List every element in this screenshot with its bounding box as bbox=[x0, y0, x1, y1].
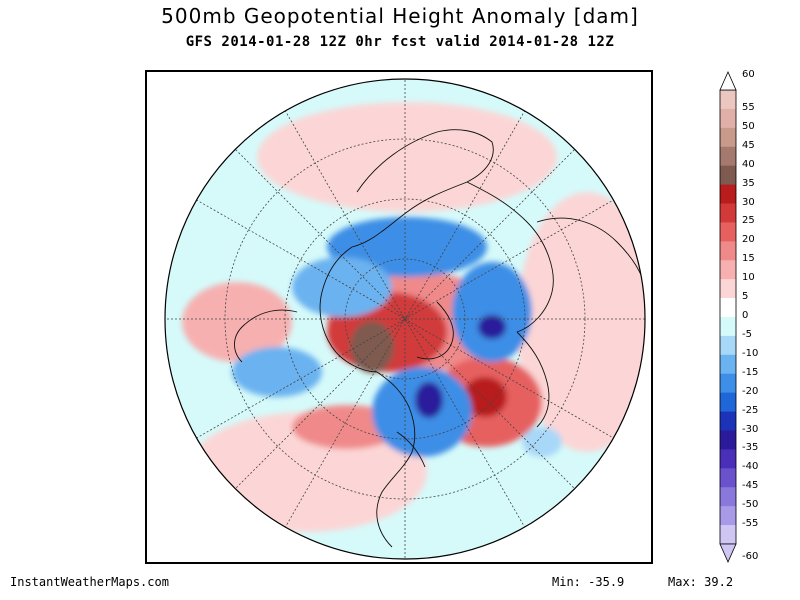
colorbar-swatch bbox=[720, 487, 736, 507]
colorbar-tick-label: -60 bbox=[742, 551, 759, 562]
min-value: -35.9 bbox=[588, 575, 625, 589]
colorbar-swatch bbox=[720, 317, 736, 337]
colorbar-tick-label: 50 bbox=[742, 120, 755, 132]
colorbar-tick-label: 60 bbox=[742, 69, 755, 80]
min-label: Min: bbox=[552, 575, 581, 589]
colorbar-tick-label: 10 bbox=[742, 272, 755, 284]
colorbar-tick-label: 35 bbox=[742, 177, 755, 189]
colorbar-swatch bbox=[720, 430, 736, 450]
colorbar-tick-label: -40 bbox=[742, 461, 759, 473]
max-readout: Max: 39.2 bbox=[668, 575, 733, 589]
colorbar-swatch bbox=[720, 222, 736, 242]
colorbar-swatch bbox=[720, 241, 736, 261]
anomaly-negative-northeast-core bbox=[478, 315, 506, 339]
colorbar-tick-label: 40 bbox=[742, 158, 755, 170]
colorbar-swatch bbox=[720, 298, 736, 318]
min-readout: Min: -35.9 bbox=[552, 575, 624, 589]
colorbar-swatch bbox=[720, 392, 736, 413]
colorbar-swatch bbox=[720, 468, 736, 488]
colorbar-top-arrow bbox=[719, 71, 737, 91]
colorbar-tick-label: -15 bbox=[742, 366, 759, 378]
colorbar-swatch bbox=[720, 335, 736, 356]
colorbar-tick-label: 15 bbox=[742, 253, 755, 265]
colorbar-swatch bbox=[720, 165, 736, 186]
colorbar-tick-label: 20 bbox=[742, 234, 755, 246]
anomaly-negative-northeast bbox=[452, 262, 532, 362]
anomaly-positive-max bbox=[350, 321, 394, 373]
chart-title: 500mb Geopotential Height Anomaly [dam] bbox=[161, 4, 639, 28]
colorbar-tick-label: 45 bbox=[742, 139, 755, 151]
colorbar-swatches bbox=[719, 89, 737, 545]
anomaly-negative-min bbox=[415, 382, 443, 418]
anomaly-positive-atlantic-core bbox=[463, 377, 507, 417]
colorbar-tick-label: -30 bbox=[742, 423, 759, 435]
anomaly-negative-northwest bbox=[292, 257, 392, 317]
anomaly-positive-north bbox=[257, 102, 557, 212]
colorbar-swatch bbox=[720, 203, 736, 223]
colorbar-tick-label: -10 bbox=[742, 347, 759, 359]
colorbar-swatch bbox=[720, 108, 736, 129]
colorbar-tick-label: 55 bbox=[742, 101, 755, 113]
colorbar-tick-label: 30 bbox=[742, 196, 755, 208]
colorbar-tick-label: -45 bbox=[742, 480, 759, 492]
colorbar-tick-label: -5 bbox=[742, 328, 752, 340]
colorbar-swatch bbox=[720, 90, 736, 110]
anomaly-negative-southeast bbox=[522, 427, 562, 457]
colorbar-bottom-arrow bbox=[719, 543, 737, 563]
colorbar-swatch bbox=[720, 525, 736, 545]
colorbar-tick-label: -50 bbox=[742, 499, 759, 511]
site-credit: InstantWeatherMaps.com bbox=[10, 575, 169, 589]
anomaly-positive-west bbox=[182, 282, 292, 362]
polar-map bbox=[164, 78, 646, 560]
colorbar-tick-label: -55 bbox=[742, 518, 759, 530]
colorbar-swatch bbox=[720, 354, 736, 375]
map-panel bbox=[145, 70, 653, 564]
colorbar-swatch bbox=[720, 373, 736, 394]
colorbar-tick-label: -20 bbox=[742, 385, 759, 397]
colorbar bbox=[719, 71, 737, 563]
colorbar-tick-label: 0 bbox=[742, 310, 749, 321]
graticule bbox=[165, 79, 645, 559]
colorbar-swatch bbox=[720, 184, 736, 204]
max-value: 39.2 bbox=[704, 575, 734, 589]
chart-subtitle: GFS 2014-01-28 12Z 0hr fcst valid 2014-0… bbox=[185, 34, 615, 50]
colorbar-swatch bbox=[720, 506, 736, 526]
colorbar-tick-label: 25 bbox=[742, 215, 755, 227]
anomaly-positive-east bbox=[517, 192, 645, 452]
colorbar-swatch bbox=[720, 449, 736, 469]
map-disc-border bbox=[164, 78, 646, 560]
colorbar-swatch bbox=[720, 279, 736, 299]
colorbar-swatch bbox=[720, 260, 736, 280]
colorbar-tick-label: -25 bbox=[742, 404, 759, 416]
colorbar-swatch bbox=[720, 146, 736, 167]
colorbar-swatch bbox=[720, 127, 736, 148]
max-label: Max: bbox=[668, 575, 697, 589]
anomaly-negative-west bbox=[232, 347, 322, 397]
colorbar-tick-label: -35 bbox=[742, 442, 759, 454]
colorbar-swatch bbox=[720, 411, 736, 431]
colorbar-tick-label: 5 bbox=[742, 291, 749, 303]
